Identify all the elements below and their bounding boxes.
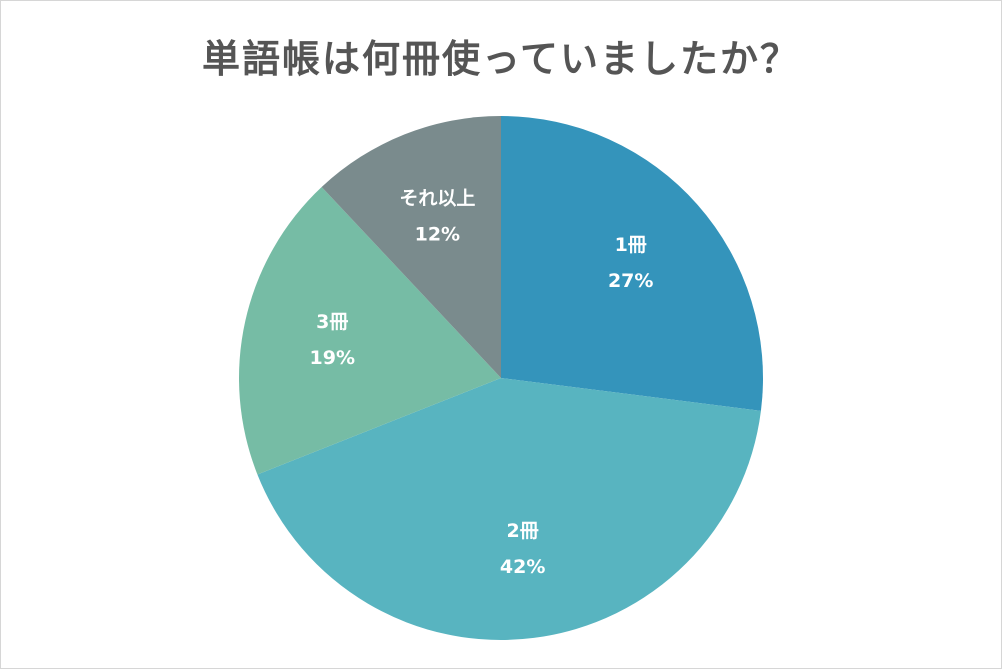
pie-slices [239, 116, 763, 641]
slice-value-label: 12% [415, 224, 460, 246]
slice-category-label: 1冊 [615, 234, 647, 256]
slice-value-label: 19% [310, 347, 355, 369]
pie-slice-2 [257, 378, 761, 641]
chart-title: 単語帳は何冊使っていましたか？ [201, 37, 801, 81]
slice-category-label: 2冊 [507, 520, 539, 542]
pie-slice-1 [501, 116, 763, 411]
pie-slice-4 [321, 116, 501, 378]
pie-labels: 1冊 27% 2冊 42% 3冊 19% それ以上 12% [310, 188, 654, 578]
pie-slice-3 [239, 187, 501, 475]
slice-value-label: 42% [500, 556, 545, 578]
slice-value-label: 27% [608, 270, 653, 292]
slice-category-label: 3冊 [316, 311, 348, 333]
slice-category-label: それ以上 [399, 188, 475, 210]
